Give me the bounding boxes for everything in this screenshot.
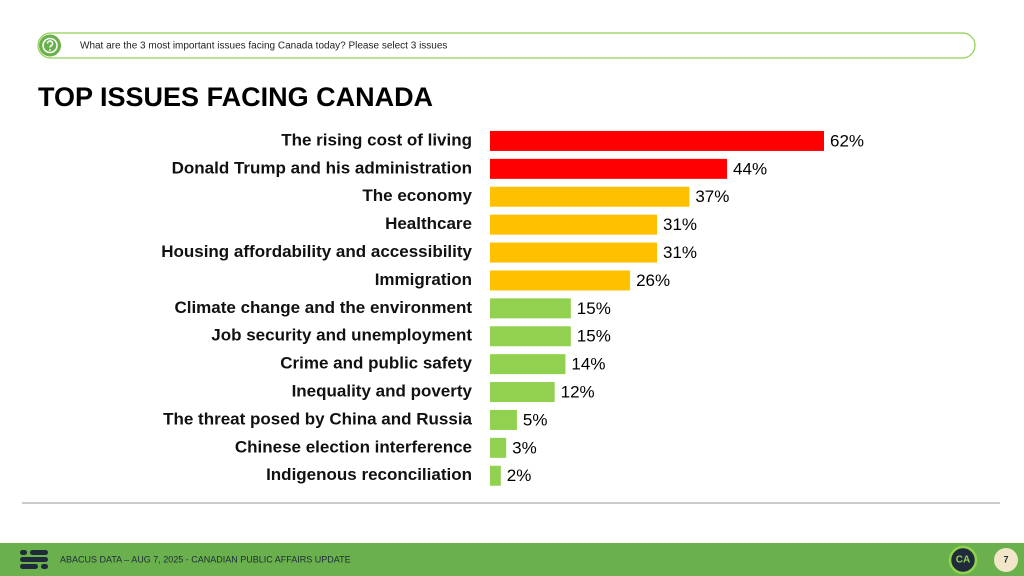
value-label: 15% [577, 299, 611, 318]
question-icon-ring [42, 37, 58, 54]
value-label: 5% [523, 410, 548, 429]
value-label: 26% [636, 271, 670, 290]
bar [490, 354, 566, 375]
footer-source: ABACUS DATA – AUG 7, 2025 - CANADIAN PUB… [60, 554, 351, 564]
category-label: Crime and public safety [280, 354, 472, 373]
bar [490, 326, 571, 347]
page-number-circle [994, 548, 1018, 572]
page-number: 7 [1003, 554, 1008, 564]
footer-logo [20, 550, 48, 569]
bar [490, 130, 824, 151]
category-label: Climate change and the environment [174, 298, 472, 317]
question-box [37, 32, 976, 59]
category-label: Inequality and poverty [292, 382, 473, 401]
category-label: Healthcare [385, 214, 472, 233]
bar [490, 465, 501, 486]
question-icon [39, 34, 61, 57]
bar [490, 186, 690, 207]
value-label: 2% [507, 466, 532, 485]
category-label: Job security and unemployment [211, 326, 472, 345]
bar [490, 382, 555, 403]
category-label: The economy [362, 186, 472, 205]
value-label: 31% [663, 243, 697, 262]
category-label: Housing affordability and accessibility [161, 242, 472, 261]
bar [490, 214, 657, 235]
bar [490, 298, 571, 319]
value-label: 3% [512, 438, 537, 457]
question-text: What are the 3 most important issues fac… [80, 41, 447, 52]
footer-brand: CA [956, 555, 970, 566]
question-dot [49, 49, 51, 51]
value-label: 44% [733, 159, 767, 178]
value-label: 31% [663, 215, 697, 234]
bar [490, 270, 631, 291]
value-label: 37% [695, 187, 729, 206]
bar-chart: The rising cost of living 62% Donald Trump… [161, 130, 864, 486]
bar [490, 409, 517, 430]
footer-bar [0, 543, 1024, 576]
category-label: Indigenous reconciliation [266, 465, 472, 484]
question-mark [46, 40, 54, 48]
bar [490, 158, 728, 179]
footer-brand-circle [948, 545, 978, 575]
chart-title: TOP ISSUES FACING CANADA [38, 82, 433, 112]
value-label: 62% [830, 131, 864, 150]
category-label: The rising cost of living [281, 130, 472, 149]
value-label: 14% [571, 355, 605, 374]
category-label: Donald Trump and his administration [172, 158, 472, 177]
bar [490, 242, 657, 263]
bar [490, 437, 507, 458]
value-label: 12% [561, 383, 595, 402]
category-label: Chinese election interference [235, 437, 472, 456]
value-label: 15% [577, 327, 611, 346]
category-label: The threat posed by China and Russia [163, 409, 472, 428]
category-label: Immigration [375, 270, 472, 289]
